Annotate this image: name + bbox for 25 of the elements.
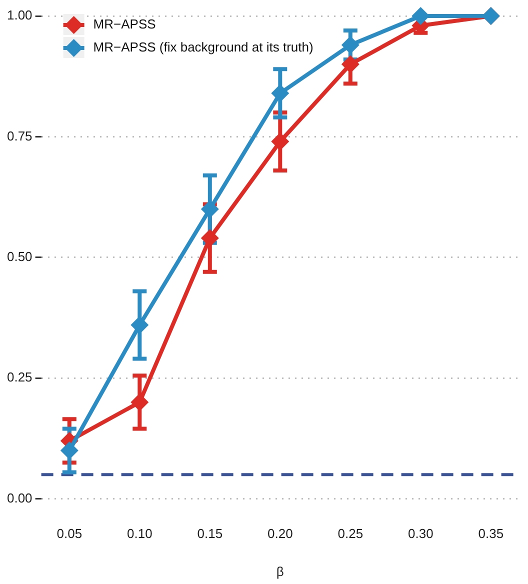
y-tick-label: 1.00 xyxy=(6,8,32,23)
x-tick-label: 0.10 xyxy=(126,526,152,542)
point xyxy=(271,132,290,151)
x-axis-title: β xyxy=(276,564,284,579)
legend-label: MR−APSS (fix background at its truth) xyxy=(93,40,314,55)
y-tick-label: 0.50 xyxy=(6,248,32,264)
x-tick-label: 0.35 xyxy=(478,526,504,542)
y-tick-label: 0.75 xyxy=(6,128,32,144)
point xyxy=(200,200,219,218)
y-tick-label: 0.00 xyxy=(6,490,32,506)
point xyxy=(130,316,149,334)
point xyxy=(130,393,149,412)
x-tick-label: 0.20 xyxy=(267,526,293,542)
point xyxy=(200,229,219,248)
point xyxy=(60,442,78,460)
x-tick-label: 0.15 xyxy=(197,526,223,542)
x-tick-label: 0.05 xyxy=(56,526,82,542)
point xyxy=(271,84,290,102)
point xyxy=(341,36,360,54)
y-tick-label: 0.25 xyxy=(6,370,32,385)
x-tick-label: 0.25 xyxy=(338,526,364,542)
legend-label: MR−APSS xyxy=(93,16,156,32)
point xyxy=(412,7,430,25)
point xyxy=(341,55,360,74)
x-tick-label: 0.30 xyxy=(408,526,434,542)
